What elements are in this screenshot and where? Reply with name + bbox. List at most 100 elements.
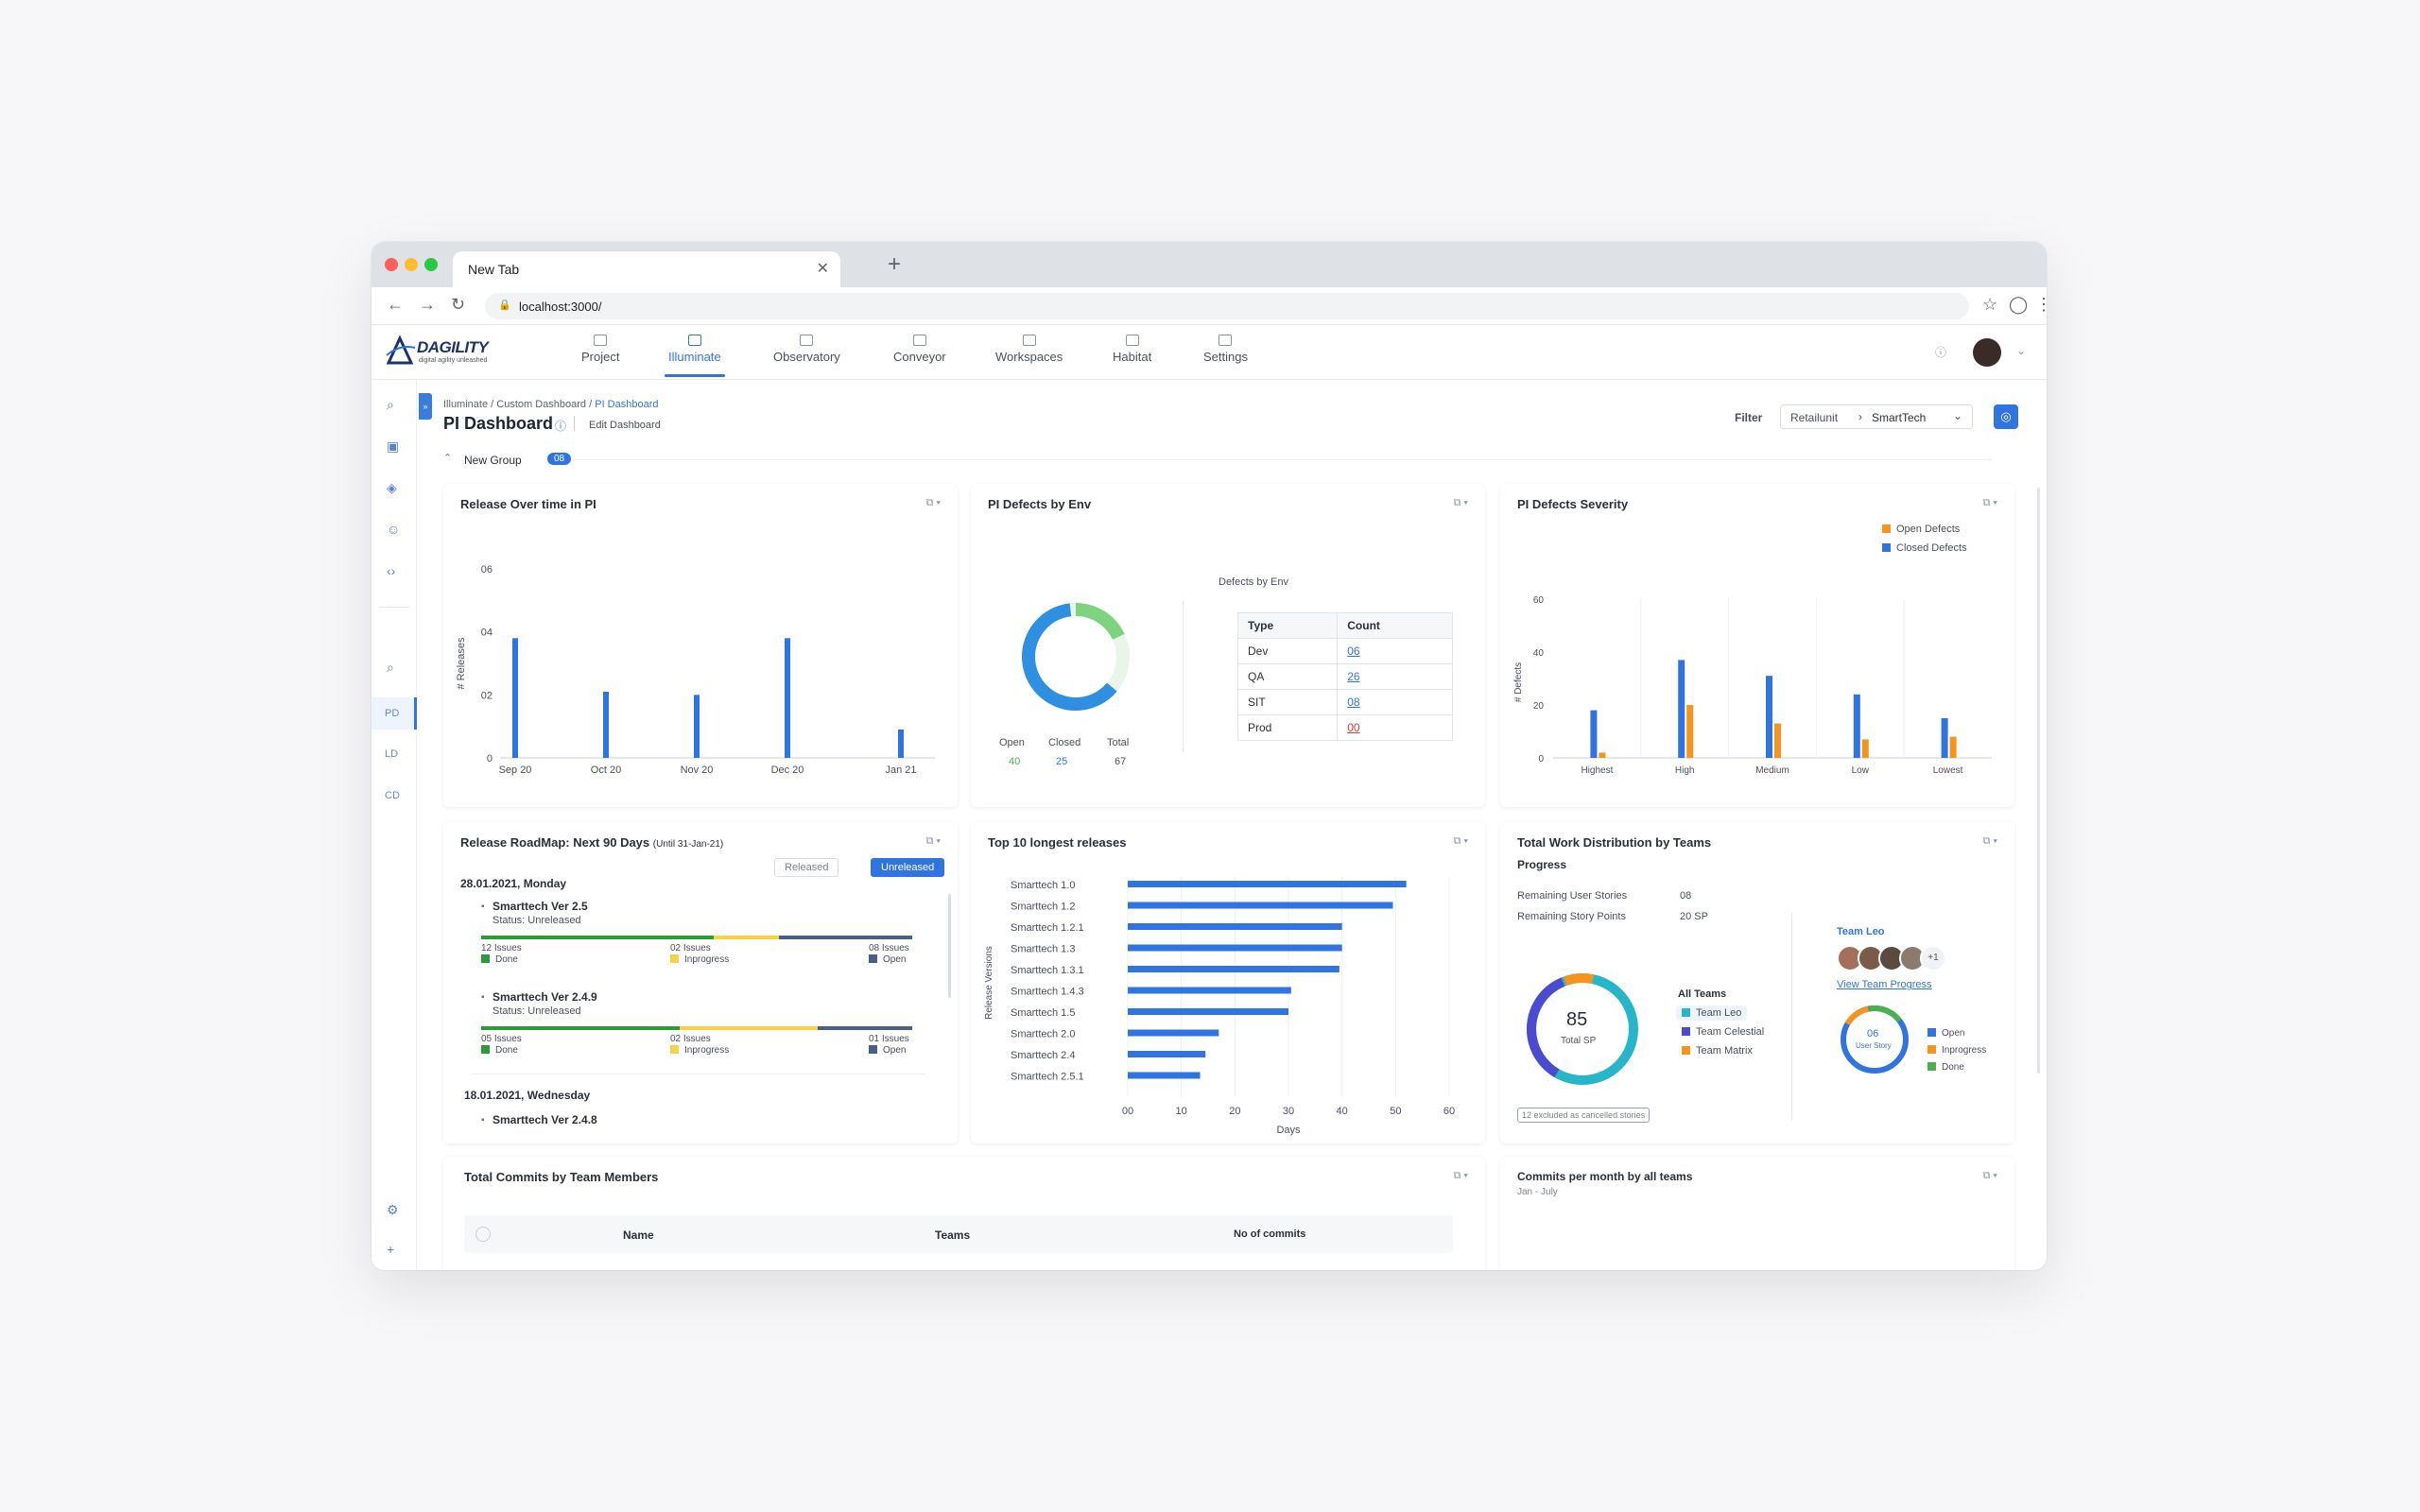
count-link[interactable]: 26 [1347,670,1360,683]
y-tick-label: 60 [1533,595,1545,606]
team-item[interactable]: Team Leo [1676,1005,1748,1021]
nav-illuminate[interactable]: Illuminate [665,335,725,377]
bookmark-star-icon[interactable]: ☆ [1982,295,1998,314]
minimize-window-icon[interactable] [405,258,418,271]
url-field[interactable]: 🔒 localhost:3000/ [485,293,1969,319]
table-row: Dev 06 [1236,638,1453,664]
forward-icon[interactable]: → [419,295,436,314]
close-tab-icon[interactable]: ✕ [816,261,829,277]
bar [603,692,609,758]
dagility-logo[interactable]: DAGILITY digital agility unleashed [385,335,489,371]
card-options-icon[interactable]: ⧉ ▾ [1453,1170,1468,1181]
browser-tab[interactable]: New Tab ✕ [453,251,840,287]
count-link[interactable]: 08 [1347,696,1360,709]
legend-swatch [1682,1008,1690,1017]
briefcase-icon[interactable]: ▣ [387,438,400,454]
avatar[interactable] [1973,338,2001,367]
work-distribution-card: Total Work Distribution by Teams ⧉ ▾ Pro… [1500,822,2014,1143]
more-members-badge[interactable]: +1 [1920,945,1946,971]
close-window-icon[interactable] [385,258,398,271]
column-header[interactable]: No of commits [1234,1228,1306,1240]
team-item[interactable]: Team Matrix [1682,1045,1753,1057]
select-all-checkbox[interactable] [475,1227,491,1242]
release-name[interactable]: Smarttech Ver 2.4.8 [493,1113,597,1126]
card-options-icon[interactable]: ⧉ ▾ [1982,835,1997,847]
card-options-icon[interactable]: ⧉ ▾ [925,835,941,847]
count-value: 12 [481,943,493,954]
code-icon[interactable]: ‹› [387,563,396,578]
gear-icon[interactable]: ⚙ [387,1202,399,1217]
scrollbar[interactable] [948,894,951,998]
card-options-icon[interactable]: ⧉ ▾ [925,497,941,508]
search-icon[interactable]: ⌕ [387,660,394,675]
breadcrumb-item[interactable]: Custom Dashboard [496,399,587,410]
search-icon[interactable]: ⌕ [387,397,394,412]
collapse-chevron-icon[interactable]: ⌃ [443,453,453,464]
count-link[interactable]: 06 [1347,644,1360,658]
nav-label: Observatory [773,350,840,364]
nav-conveyor[interactable]: Conveyor [893,335,946,364]
team-item[interactable]: Team Celestial [1682,1026,1764,1038]
all-teams-label: All Teams [1678,988,1727,1000]
y-tick-label: Smarttech 1.3.1 [1011,965,1084,976]
add-icon[interactable]: + [387,1242,395,1257]
maximize-window-icon[interactable] [424,258,438,271]
group-name[interactable]: New Group [464,454,522,467]
reload-icon[interactable]: ↻ [451,295,466,314]
y-axis-label: Release Versions [984,946,994,1020]
roadmap-title: Release RoadMap: Next 90 Days [460,835,650,850]
logo-mark-icon [386,335,416,365]
issues-label: Issues [881,1034,909,1044]
progress-label: Progress [1517,858,1567,871]
x-tick-label: 50 [1390,1106,1401,1117]
nav-habitat[interactable]: Habitat [1113,335,1151,364]
cube-icon[interactable]: ◈ [387,480,397,495]
x-tick-label: Jan 21 [885,765,916,776]
sidebar-item-ld[interactable]: LD [385,748,399,760]
inprogress-legend: Inprogress [670,954,729,965]
issues-label: Issues [683,1034,711,1044]
profile-icon[interactable]: ◯ [2009,295,2029,314]
sidebar-item-pd[interactable]: PD [372,697,417,730]
release-item[interactable]: ▪ Smarttech Ver 2.5 Status: Unreleased 1… [481,900,916,979]
breadcrumb-item[interactable]: Illuminate [443,399,489,410]
count-link[interactable]: 00 [1347,721,1360,734]
unreleased-toggle[interactable]: Unreleased [871,858,945,877]
back-icon[interactable]: ← [387,295,404,314]
card-options-icon[interactable]: ⧉ ▾ [1453,835,1468,847]
sidebar: ⌕ ▣ ◈ ☺ ‹› ⌕ PD LD CD ⚙ + » [372,380,432,1270]
sidebar-expand-icon[interactable]: » [419,393,432,420]
nav-settings[interactable]: Settings [1203,335,1248,364]
card-options-icon[interactable]: ⧉ ▾ [1453,497,1468,508]
filter-select[interactable]: Retailunit › SmartTech ⌄ [1780,404,1973,429]
release-item[interactable]: ▪ Smarttech Ver 2.4.9 Status: Unreleased… [481,990,916,1070]
column-header[interactable]: Name [623,1228,654,1242]
new-tab-icon[interactable]: + [888,251,902,277]
nav-workspaces[interactable]: Workspaces [995,335,1063,364]
card-options-icon[interactable]: ⧉ ▾ [1982,497,1997,508]
users-icon[interactable]: ☺ [387,522,401,537]
released-toggle[interactable]: Released [774,858,839,877]
defects-by-env-card: PI Defects by Env ⧉ ▾ Open 40 Closed 25 … [971,484,1485,807]
done-count: 12 Issues [481,943,522,954]
help-icon[interactable]: ⓘ [1935,346,1947,359]
card-options-icon[interactable]: ⧉ ▾ [1982,1170,1997,1181]
logo-text: DAGILITY [417,338,489,356]
legend-label: Closed Defects [1896,542,1967,554]
browser-menu-icon[interactable]: ⋮ [2035,295,2047,314]
sidebar-item-cd[interactable]: CD [385,790,400,801]
column-header[interactable]: Teams [935,1228,971,1242]
bar [1128,1051,1206,1057]
chevron-down-icon[interactable]: ⌄ [2016,344,2027,357]
card-title: Total Work Distribution by Teams [1517,835,1712,850]
legend-label: Open [883,954,907,965]
edit-dashboard-link[interactable]: Edit Dashboard [589,420,661,431]
legend-label: Done [495,1045,518,1056]
page-scrollbar[interactable] [2037,488,2040,1074]
view-team-progress-link[interactable]: View Team Progress [1837,979,1932,990]
user-story-value: 06 [1867,1028,1879,1040]
info-icon[interactable]: ⓘ [555,420,567,433]
nav-project[interactable]: Project [581,335,619,364]
filter-apply-button[interactable]: ◎ [1994,404,2018,429]
nav-observatory[interactable]: Observatory [773,335,840,364]
